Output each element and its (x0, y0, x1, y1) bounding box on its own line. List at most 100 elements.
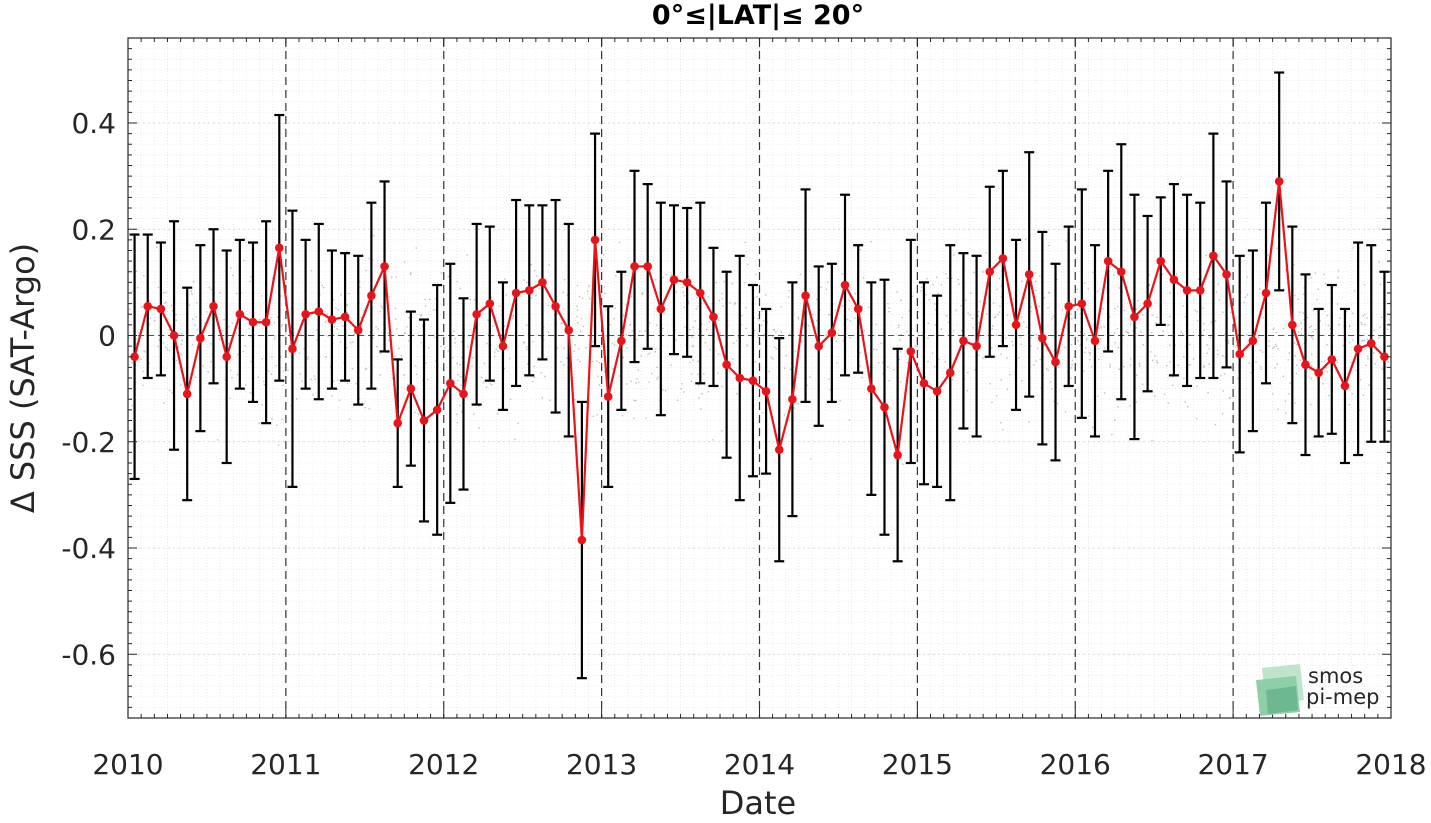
scatter-point (1142, 314, 1144, 316)
scatter-point (1288, 352, 1291, 354)
scatter-point (1294, 402, 1296, 404)
smos-pimep-logo: smos pi-mep (1256, 664, 1379, 716)
data-point (274, 243, 284, 253)
scatter-point (473, 413, 475, 415)
scatter-point (143, 275, 145, 277)
scatter-point (268, 370, 270, 373)
scatter-point (1020, 343, 1022, 345)
scatter-point (926, 389, 928, 391)
scatter-point (270, 317, 272, 319)
scatter-point (605, 309, 607, 311)
scatter-point (744, 241, 746, 244)
scatter-point (1325, 367, 1327, 369)
scatter-point (1117, 346, 1119, 349)
scatter-point (1052, 315, 1054, 318)
scatter-point (326, 313, 329, 315)
scatter-point (1076, 288, 1078, 291)
scatter-point (1208, 348, 1211, 350)
data-point (380, 262, 389, 271)
data-point (722, 360, 731, 370)
scatter-point (618, 375, 621, 377)
scatter-point (548, 264, 551, 266)
scatter-point (574, 399, 576, 401)
scatter-point (566, 294, 569, 296)
y-tick-label: -0.4 (61, 532, 116, 565)
scatter-point (1217, 353, 1219, 356)
scatter-point (1246, 333, 1248, 336)
scatter-point (641, 292, 644, 294)
scatter-point (258, 422, 260, 425)
scatter-point (1048, 292, 1051, 294)
scatter-point (651, 372, 653, 375)
scatter-point (1047, 369, 1049, 372)
scatter-point (261, 357, 263, 360)
scatter-point (1091, 426, 1094, 428)
data-point (1248, 336, 1258, 346)
scatter-point (797, 318, 800, 320)
scatter-point (166, 348, 169, 350)
scatter-point (622, 356, 625, 359)
scatter-point (1374, 363, 1376, 365)
scatter-point (237, 353, 239, 356)
scatter-point (181, 353, 183, 356)
scatter-point (536, 275, 538, 277)
scatter-point (274, 336, 276, 338)
scatter-point (755, 273, 758, 276)
scatter-point (648, 381, 650, 383)
scatter-point (432, 309, 435, 311)
scatter-point (1038, 275, 1041, 277)
scatter-point (1368, 384, 1370, 386)
scatter-point (695, 308, 698, 310)
scatter-point (319, 294, 321, 296)
scatter-point (788, 419, 790, 421)
data-point (853, 304, 863, 314)
scatter-point (989, 383, 991, 385)
scatter-point (1310, 277, 1312, 279)
scatter-point (1047, 306, 1049, 309)
scatter-point (1274, 343, 1277, 346)
scatter-point (486, 342, 488, 345)
scatter-point (560, 360, 562, 363)
scatter-point (1261, 351, 1264, 353)
scatter-point (353, 333, 356, 335)
data-point (261, 317, 271, 327)
scatter-point (1092, 271, 1094, 274)
scatter-point (934, 303, 936, 305)
scatter-point (227, 342, 230, 345)
x-tick-labels: 2010 2011 2012 2013 2014 2015 2016 2017 2018 (92, 748, 1426, 781)
scatter-point (230, 267, 232, 269)
scatter-point (1123, 365, 1125, 368)
scatter-point (849, 320, 851, 322)
scatter-point (1070, 343, 1073, 346)
scatter-point (459, 287, 462, 290)
scatter-point (1006, 314, 1009, 317)
scatter-point (760, 324, 763, 327)
scatter-point (1116, 327, 1119, 330)
scatter-point (363, 309, 365, 312)
scatter-point (373, 234, 375, 237)
data-point (1195, 286, 1205, 295)
scatter-point (920, 290, 922, 292)
scatter-point (364, 407, 366, 409)
scatter-point (503, 367, 506, 370)
scatter-point (897, 324, 900, 327)
scatter-point (336, 388, 339, 391)
scatter-point (729, 302, 731, 304)
scatter-point (848, 308, 850, 311)
scatter-point (1237, 377, 1239, 380)
scatter-point (1163, 393, 1166, 396)
scatter-point (1272, 328, 1275, 331)
scatter-point (1262, 307, 1265, 309)
scatter-point (1283, 288, 1285, 290)
scatter-point (951, 277, 953, 280)
scatter-point (487, 319, 489, 322)
scatter-point (924, 376, 927, 378)
data-point (656, 304, 666, 314)
scatter-point (1287, 359, 1289, 361)
scatter-point (1113, 332, 1116, 335)
scatter-point (355, 382, 357, 385)
scatter-point (530, 297, 533, 299)
scatter-point (372, 337, 374, 339)
scatter-point (236, 332, 238, 334)
